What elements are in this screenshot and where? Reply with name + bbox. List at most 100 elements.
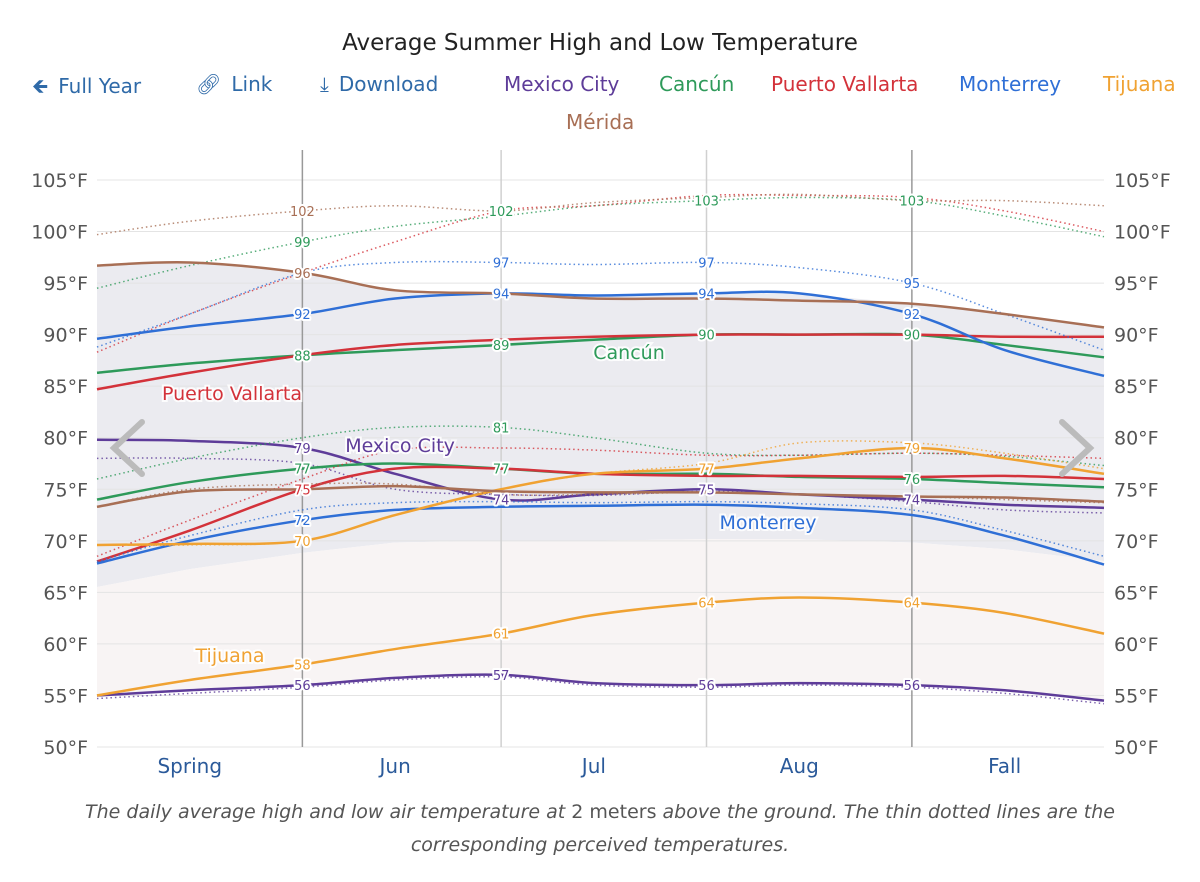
y-tick-right: 95°F [1114, 273, 1159, 295]
legend-cancun[interactable]: Cancún [659, 72, 735, 96]
low-band [97, 539, 1104, 701]
data-label: 92 [904, 308, 921, 323]
caption-text-end: above the ground. The thin dotted lines … [410, 801, 1115, 856]
y-tick-right: 90°F [1114, 325, 1159, 347]
x-tick-label: Spring [157, 754, 222, 778]
monterrey-low-line [96, 503, 1105, 566]
series-label: Tijuana [195, 645, 265, 667]
monterrey-high-line [96, 290, 1105, 378]
y-tick-left: 90°F [43, 325, 88, 347]
data-label: 88 [294, 349, 311, 364]
data-label: 94 [493, 287, 510, 302]
data-label: 75 [698, 483, 715, 498]
data-label: 94 [698, 287, 715, 302]
y-tick-left: 80°F [43, 428, 88, 450]
data-label: 64 [904, 597, 921, 612]
legend-monterrey[interactable]: Monterrey [959, 72, 1062, 96]
data-label: 56 [294, 679, 311, 694]
y-tick-right: 55°F [1114, 685, 1159, 707]
data-label: 70 [294, 535, 311, 550]
y-tick-right: 105°F [1114, 170, 1171, 192]
cancun-high-perceived-line [96, 196, 1105, 289]
y-tick-left: 50°F [43, 737, 88, 759]
data-label: 64 [698, 597, 715, 612]
data-label: 72 [294, 514, 311, 529]
series-label: Monterrey [719, 512, 816, 534]
data-label: 89 [493, 339, 510, 354]
puerto-vallarta-high-line [96, 333, 1105, 391]
download-button[interactable]: ⤓ Download [320, 72, 438, 96]
mexico-city-low-line [96, 673, 1105, 702]
chevron-left-icon[interactable] [109, 419, 145, 477]
y-tick-right: 65°F [1114, 582, 1159, 604]
x-tick-label: Aug [780, 754, 819, 778]
y-tick-left: 75°F [43, 479, 88, 501]
legend-tijuana[interactable]: Tijuana [1103, 72, 1176, 96]
download-icon: ⤓ [320, 72, 329, 96]
y-tick-right: 80°F [1114, 428, 1159, 450]
data-label: 96 [294, 267, 311, 282]
y-tick-left: 105°F [31, 170, 88, 192]
data-label: 92 [294, 308, 311, 323]
data-label: 75 [294, 483, 311, 498]
y-tick-left: 55°F [43, 685, 88, 707]
y-tick-left: 65°F [43, 582, 88, 604]
merida-high-line [96, 261, 1105, 329]
data-label: 77 [493, 463, 510, 478]
y-tick-left: 60°F [43, 634, 88, 656]
chart-caption: The daily average high and low air tempe… [60, 796, 1140, 862]
data-label: 56 [904, 679, 921, 694]
caption-height: 2 meters [571, 801, 657, 823]
data-label: 56 [698, 679, 715, 694]
data-label: 79 [904, 442, 921, 457]
data-label: 90 [698, 329, 715, 344]
link-icon: 🔗︎ [196, 72, 222, 96]
legend-mexico-city[interactable]: Mexico City [504, 72, 620, 96]
data-label: 99 [294, 236, 311, 251]
data-label: 58 [294, 659, 311, 674]
cancun-high-line [96, 332, 1105, 375]
y-tick-right: 70°F [1114, 531, 1159, 553]
data-label: 74 [904, 494, 921, 509]
y-tick-right: 100°F [1114, 222, 1171, 244]
y-tick-left: 100°F [31, 222, 88, 244]
data-label: 102 [290, 205, 315, 220]
y-tick-left: 95°F [43, 273, 88, 295]
legend-puerto-vallarta[interactable]: Puerto Vallarta [771, 72, 919, 96]
data-label: 103 [694, 195, 719, 210]
data-label: 90 [904, 329, 921, 344]
data-label: 77 [294, 463, 311, 478]
download-label: Download [338, 72, 439, 96]
cancun-low-perceived-line [96, 425, 1105, 480]
mexico-city-high-line [96, 438, 1105, 510]
legend-merida[interactable]: Mérida [566, 110, 635, 134]
full-year-label: Full Year [58, 74, 142, 98]
y-tick-left: 70°F [43, 531, 88, 553]
data-label: 57 [493, 669, 510, 684]
tijuana-high-line [96, 446, 1105, 547]
series-label: Puerto Vallarta [162, 383, 302, 405]
y-tick-left: 85°F [43, 376, 88, 398]
link-button[interactable]: 🔗︎ Link [196, 72, 272, 96]
x-tick-label: Jul [580, 754, 606, 778]
series-label: Cancún [593, 342, 664, 364]
y-tick-right: 85°F [1114, 376, 1159, 398]
high-band [97, 262, 1104, 588]
data-label: 79 [294, 442, 311, 457]
data-label: 81 [493, 421, 510, 436]
mexico-city-low-perceived-line [96, 675, 1105, 705]
temperature-chart: 50°F 50°F 55°F 55°F 60°F 60°F 65°F 65°F 70°F 70°F… [31, 150, 1171, 778]
arrow-left-icon: 🡸 [32, 74, 49, 98]
y-tick-right: 75°F [1114, 479, 1159, 501]
chevron-right-icon[interactable] [1059, 419, 1095, 477]
y-tick-right: 60°F [1114, 634, 1159, 656]
full-year-button[interactable]: 🡸 Full Year [32, 72, 141, 106]
chart-title: Average Summer High and Low Temperature [342, 30, 858, 56]
series-label: Mexico City [345, 435, 455, 457]
data-label: 97 [493, 256, 510, 271]
data-label: 74 [493, 494, 510, 509]
caption-text: The daily average high and low air tempe… [85, 801, 572, 823]
merida-high-perceived-line [96, 193, 1105, 236]
tijuana-low-line [96, 596, 1105, 697]
link-label: Link [231, 72, 273, 96]
